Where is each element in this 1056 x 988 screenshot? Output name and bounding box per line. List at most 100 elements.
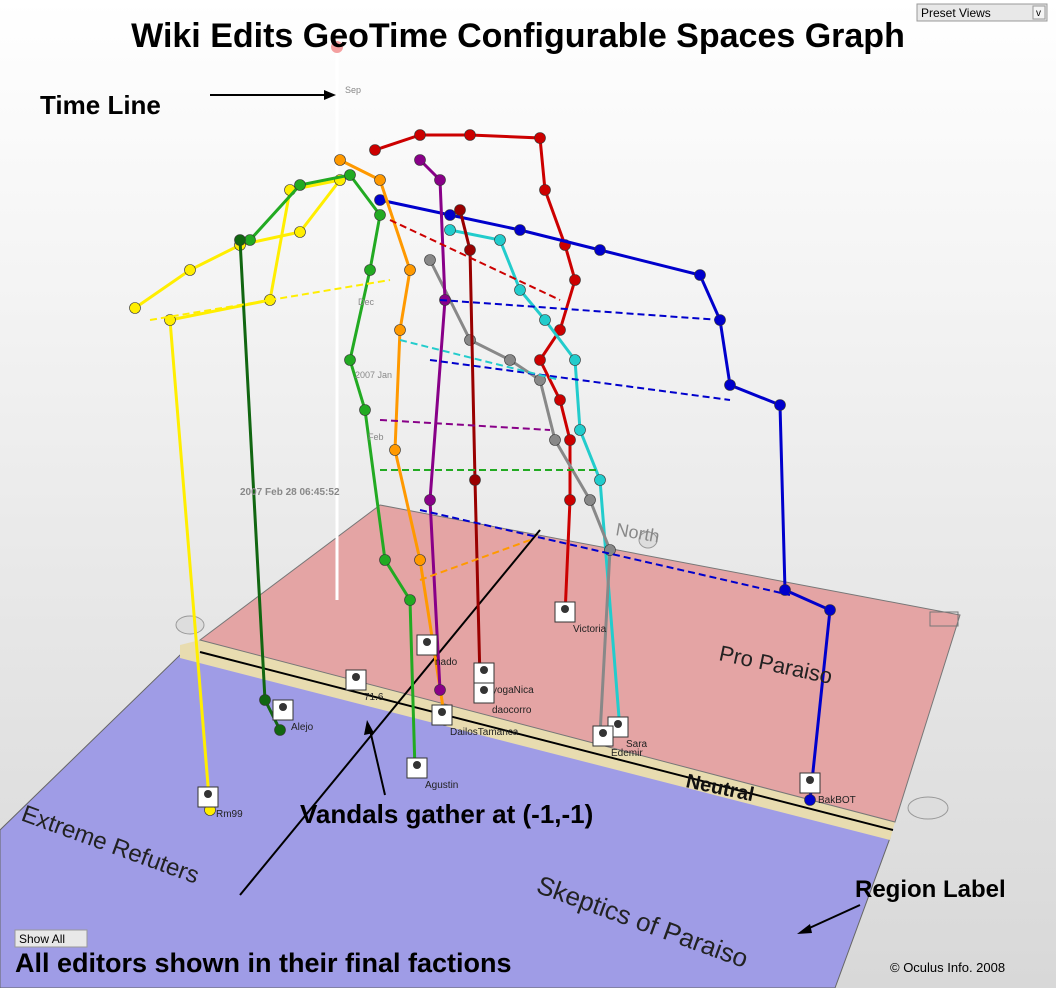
editor-trail (458, 209, 482, 681)
edit-event (344, 354, 356, 366)
edit-event (274, 724, 286, 736)
editor-name: Rm99 (216, 809, 243, 820)
edit-event (464, 129, 476, 141)
annotation-arrowhead (324, 90, 336, 100)
edit-event (434, 174, 446, 186)
time-label: Feb (368, 432, 384, 442)
edit-event (469, 474, 481, 486)
edit-event (364, 264, 376, 276)
editor-name: Alejo (291, 722, 314, 733)
edit-event (694, 269, 706, 281)
time-label: Dec (358, 297, 375, 307)
edit-event (369, 144, 381, 156)
edit-link (379, 419, 551, 431)
edit-event (494, 234, 506, 246)
edit-event (244, 234, 256, 246)
time-label: Sep (345, 85, 361, 95)
editor-name: yogaNica (492, 685, 534, 696)
editor-icon-head (423, 638, 431, 646)
editor-trail (248, 173, 417, 771)
editor-trail (428, 259, 612, 736)
preset-views-arrow-label: v (1036, 8, 1041, 19)
edit-event (404, 264, 416, 276)
editor-icon-head (480, 686, 488, 694)
nav-knob (907, 796, 949, 820)
annotation-arrowhead (364, 720, 374, 735)
edit-event (584, 494, 596, 506)
edit-event (234, 234, 246, 246)
edit-event (414, 129, 426, 141)
nav-knob (638, 531, 658, 549)
edit-event (549, 434, 561, 446)
edit-event (444, 224, 456, 236)
preset-views[interactable] (916, 3, 1048, 22)
edit-event (184, 264, 196, 276)
edit-event (724, 379, 736, 391)
edit-event (414, 154, 426, 166)
editor-name: nado (435, 657, 458, 668)
edit-event (259, 694, 271, 706)
edit-link (419, 539, 531, 581)
annotation-arrow (804, 904, 861, 931)
annotation: All editors shown in their final faction… (15, 948, 512, 978)
region-border (199, 651, 894, 831)
edit-event (554, 324, 566, 336)
editor-icon-head (279, 703, 287, 711)
edit-event (824, 604, 836, 616)
copyright: © Oculus Info. 2008 (890, 960, 1005, 975)
editor-icon-head (204, 790, 212, 798)
edit-event (374, 209, 386, 221)
time-cursor: 2007 Feb 28 06:45:52 (240, 487, 340, 498)
preset-views-arrow[interactable] (1032, 5, 1046, 20)
edit-event (594, 474, 606, 486)
edit-event (564, 434, 576, 446)
editor-name: BakBOT (818, 795, 856, 806)
edit-event (514, 284, 526, 296)
edit-link (429, 359, 731, 401)
edit-event (539, 314, 551, 326)
edit-event (389, 444, 401, 456)
edit-link (399, 339, 561, 381)
edit-link (439, 299, 721, 321)
edit-link (419, 509, 791, 596)
edit-event (294, 179, 306, 191)
edit-event (454, 204, 466, 216)
edit-event (424, 494, 436, 506)
editor-icon-head (599, 729, 607, 737)
edit-event (379, 554, 391, 566)
edit-event (539, 184, 551, 196)
edit-event (434, 684, 446, 696)
edit-link (389, 219, 561, 301)
edit-event (444, 209, 456, 221)
annotation-arrow (369, 729, 386, 796)
edit-event (344, 169, 356, 181)
edit-event (394, 324, 406, 336)
edit-event (534, 354, 546, 366)
edit-event (779, 584, 791, 596)
edit-event (294, 226, 306, 238)
show-all-button[interactable] (14, 929, 88, 948)
edit-event (129, 302, 141, 314)
edit-event (334, 154, 346, 166)
editor-icon-head (480, 666, 488, 674)
edit-event (594, 244, 606, 256)
editor-name: Victoria (573, 624, 607, 635)
show-all-label: Show All (19, 932, 65, 946)
time-label: 2007 Jan (355, 370, 392, 380)
edit-event (464, 244, 476, 256)
editor-name: Edemir (611, 748, 643, 759)
edit-event (404, 594, 416, 606)
editor-name: 71.6 (364, 692, 384, 703)
edit-event (774, 399, 786, 411)
title: Wiki Edits GeoTime Configurable Spaces G… (131, 17, 905, 55)
annotation: Time Line (40, 90, 161, 120)
edit-link (149, 279, 391, 321)
editor-icon-head (806, 776, 814, 784)
edit-event (374, 174, 386, 186)
annotation: Vandals gather at (-1,-1) (300, 799, 593, 829)
nav-knob (175, 615, 205, 635)
edit-event (569, 274, 581, 286)
preset-views-label: Preset Views (921, 6, 991, 20)
